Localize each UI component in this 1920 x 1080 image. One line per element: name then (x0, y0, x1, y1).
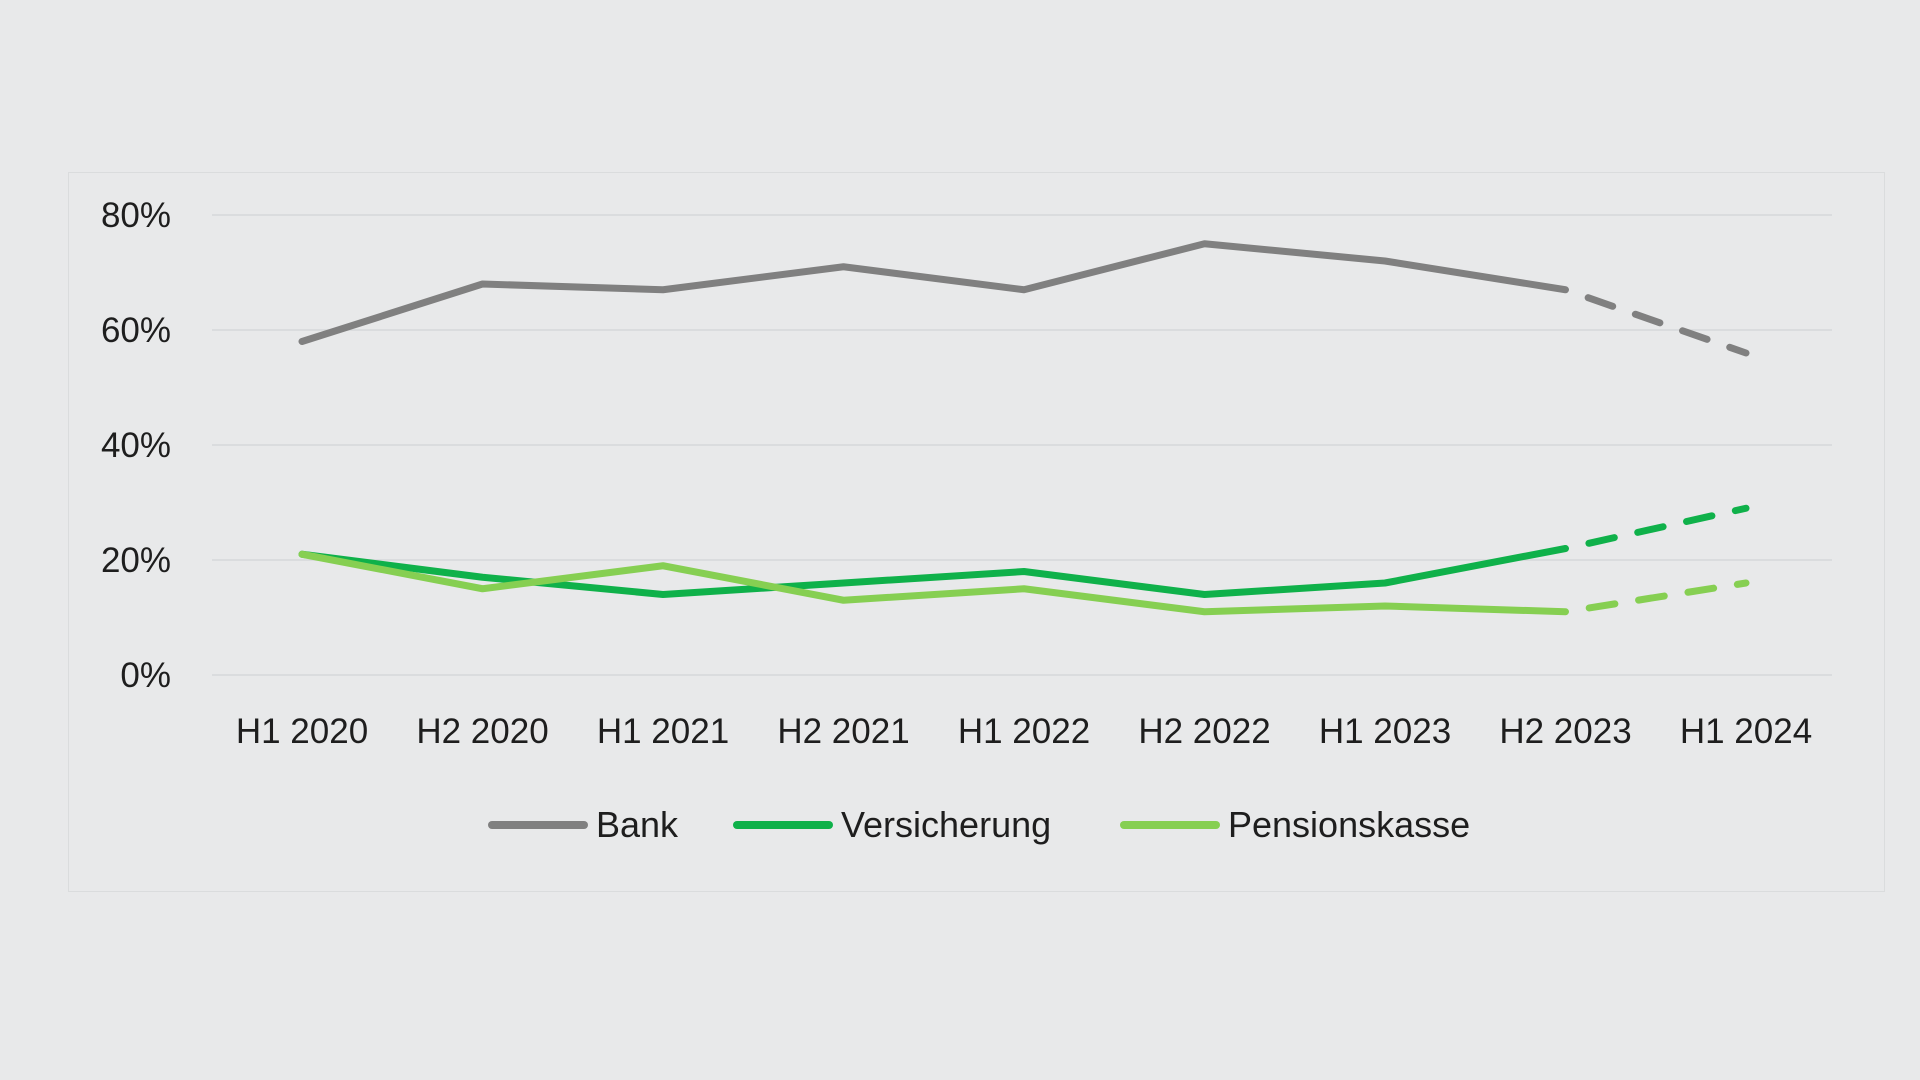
y-axis-tick-labels: 0% 20% 40% 60% 80% (101, 196, 171, 695)
series-line-versicherung (298, 545, 1569, 598)
legend-label: Pensionskasse (1228, 804, 1470, 845)
chart-frame (68, 172, 1885, 892)
series-projection-versicherung (1562, 504, 1750, 552)
legend-label: Bank (596, 804, 679, 845)
x-tick-label: H1 2023 (1319, 712, 1451, 751)
series-line-bank (298, 240, 1569, 345)
x-tick-label: H1 2022 (958, 712, 1090, 751)
y-tick-label: 20% (101, 541, 171, 580)
series-projection-bank (1562, 286, 1750, 357)
x-axis-tick-labels: H1 2020 H2 2020 H1 2021 H2 2021 H1 2022 H2 20… (236, 712, 1812, 751)
y-tick-label: 40% (101, 426, 171, 465)
series-projection-pensionskasse (1562, 579, 1750, 616)
y-tick-label: 60% (101, 311, 171, 350)
legend-label: Versicherung (841, 804, 1051, 845)
x-tick-label: H2 2020 (416, 712, 548, 751)
series-line-pensionskasse (298, 550, 1569, 616)
x-tick-label: H1 2024 (1680, 712, 1812, 751)
x-tick-label: H1 2020 (236, 712, 368, 751)
y-tick-label: 80% (101, 196, 171, 235)
x-tick-label: H2 2022 (1138, 712, 1270, 751)
legend: Bank Versicherung Pensionskasse (488, 804, 1470, 845)
gridlines (212, 214, 1832, 676)
y-tick-label: 0% (120, 656, 171, 695)
series-lines (298, 240, 1750, 616)
x-tick-label: H2 2023 (1499, 712, 1631, 751)
x-tick-label: H1 2021 (597, 712, 729, 751)
x-tick-label: H2 2021 (777, 712, 909, 751)
